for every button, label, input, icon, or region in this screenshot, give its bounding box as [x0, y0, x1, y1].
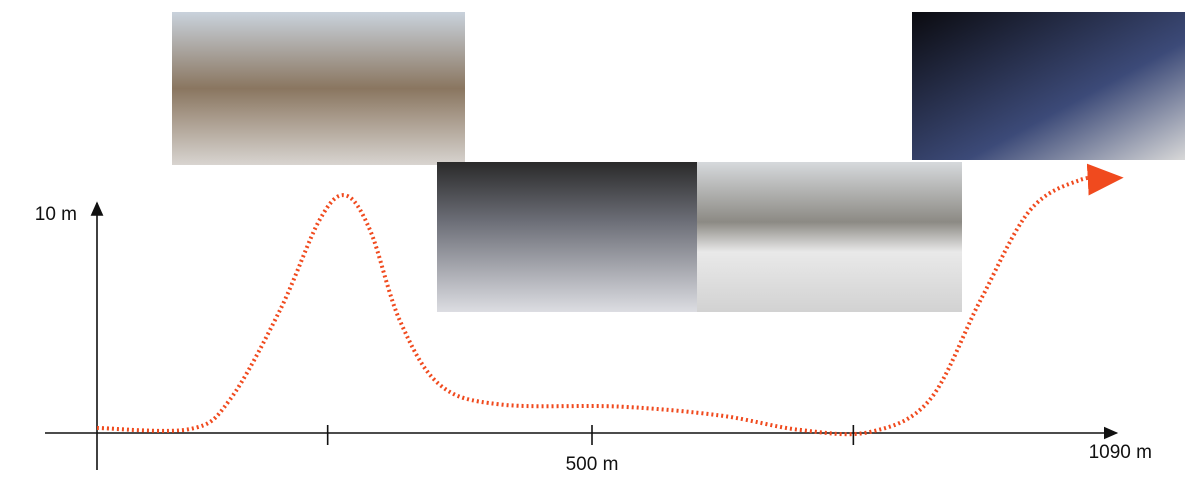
- photo: [172, 12, 465, 165]
- x-tick-label: 500 m: [566, 454, 619, 475]
- photo: [437, 162, 700, 312]
- photo: [912, 12, 1185, 160]
- profile-line: [96, 163, 1124, 437]
- y-tick-label: 10 m: [35, 204, 77, 225]
- x-axis-label: 1090 m: [1089, 442, 1152, 463]
- photo: [697, 162, 962, 312]
